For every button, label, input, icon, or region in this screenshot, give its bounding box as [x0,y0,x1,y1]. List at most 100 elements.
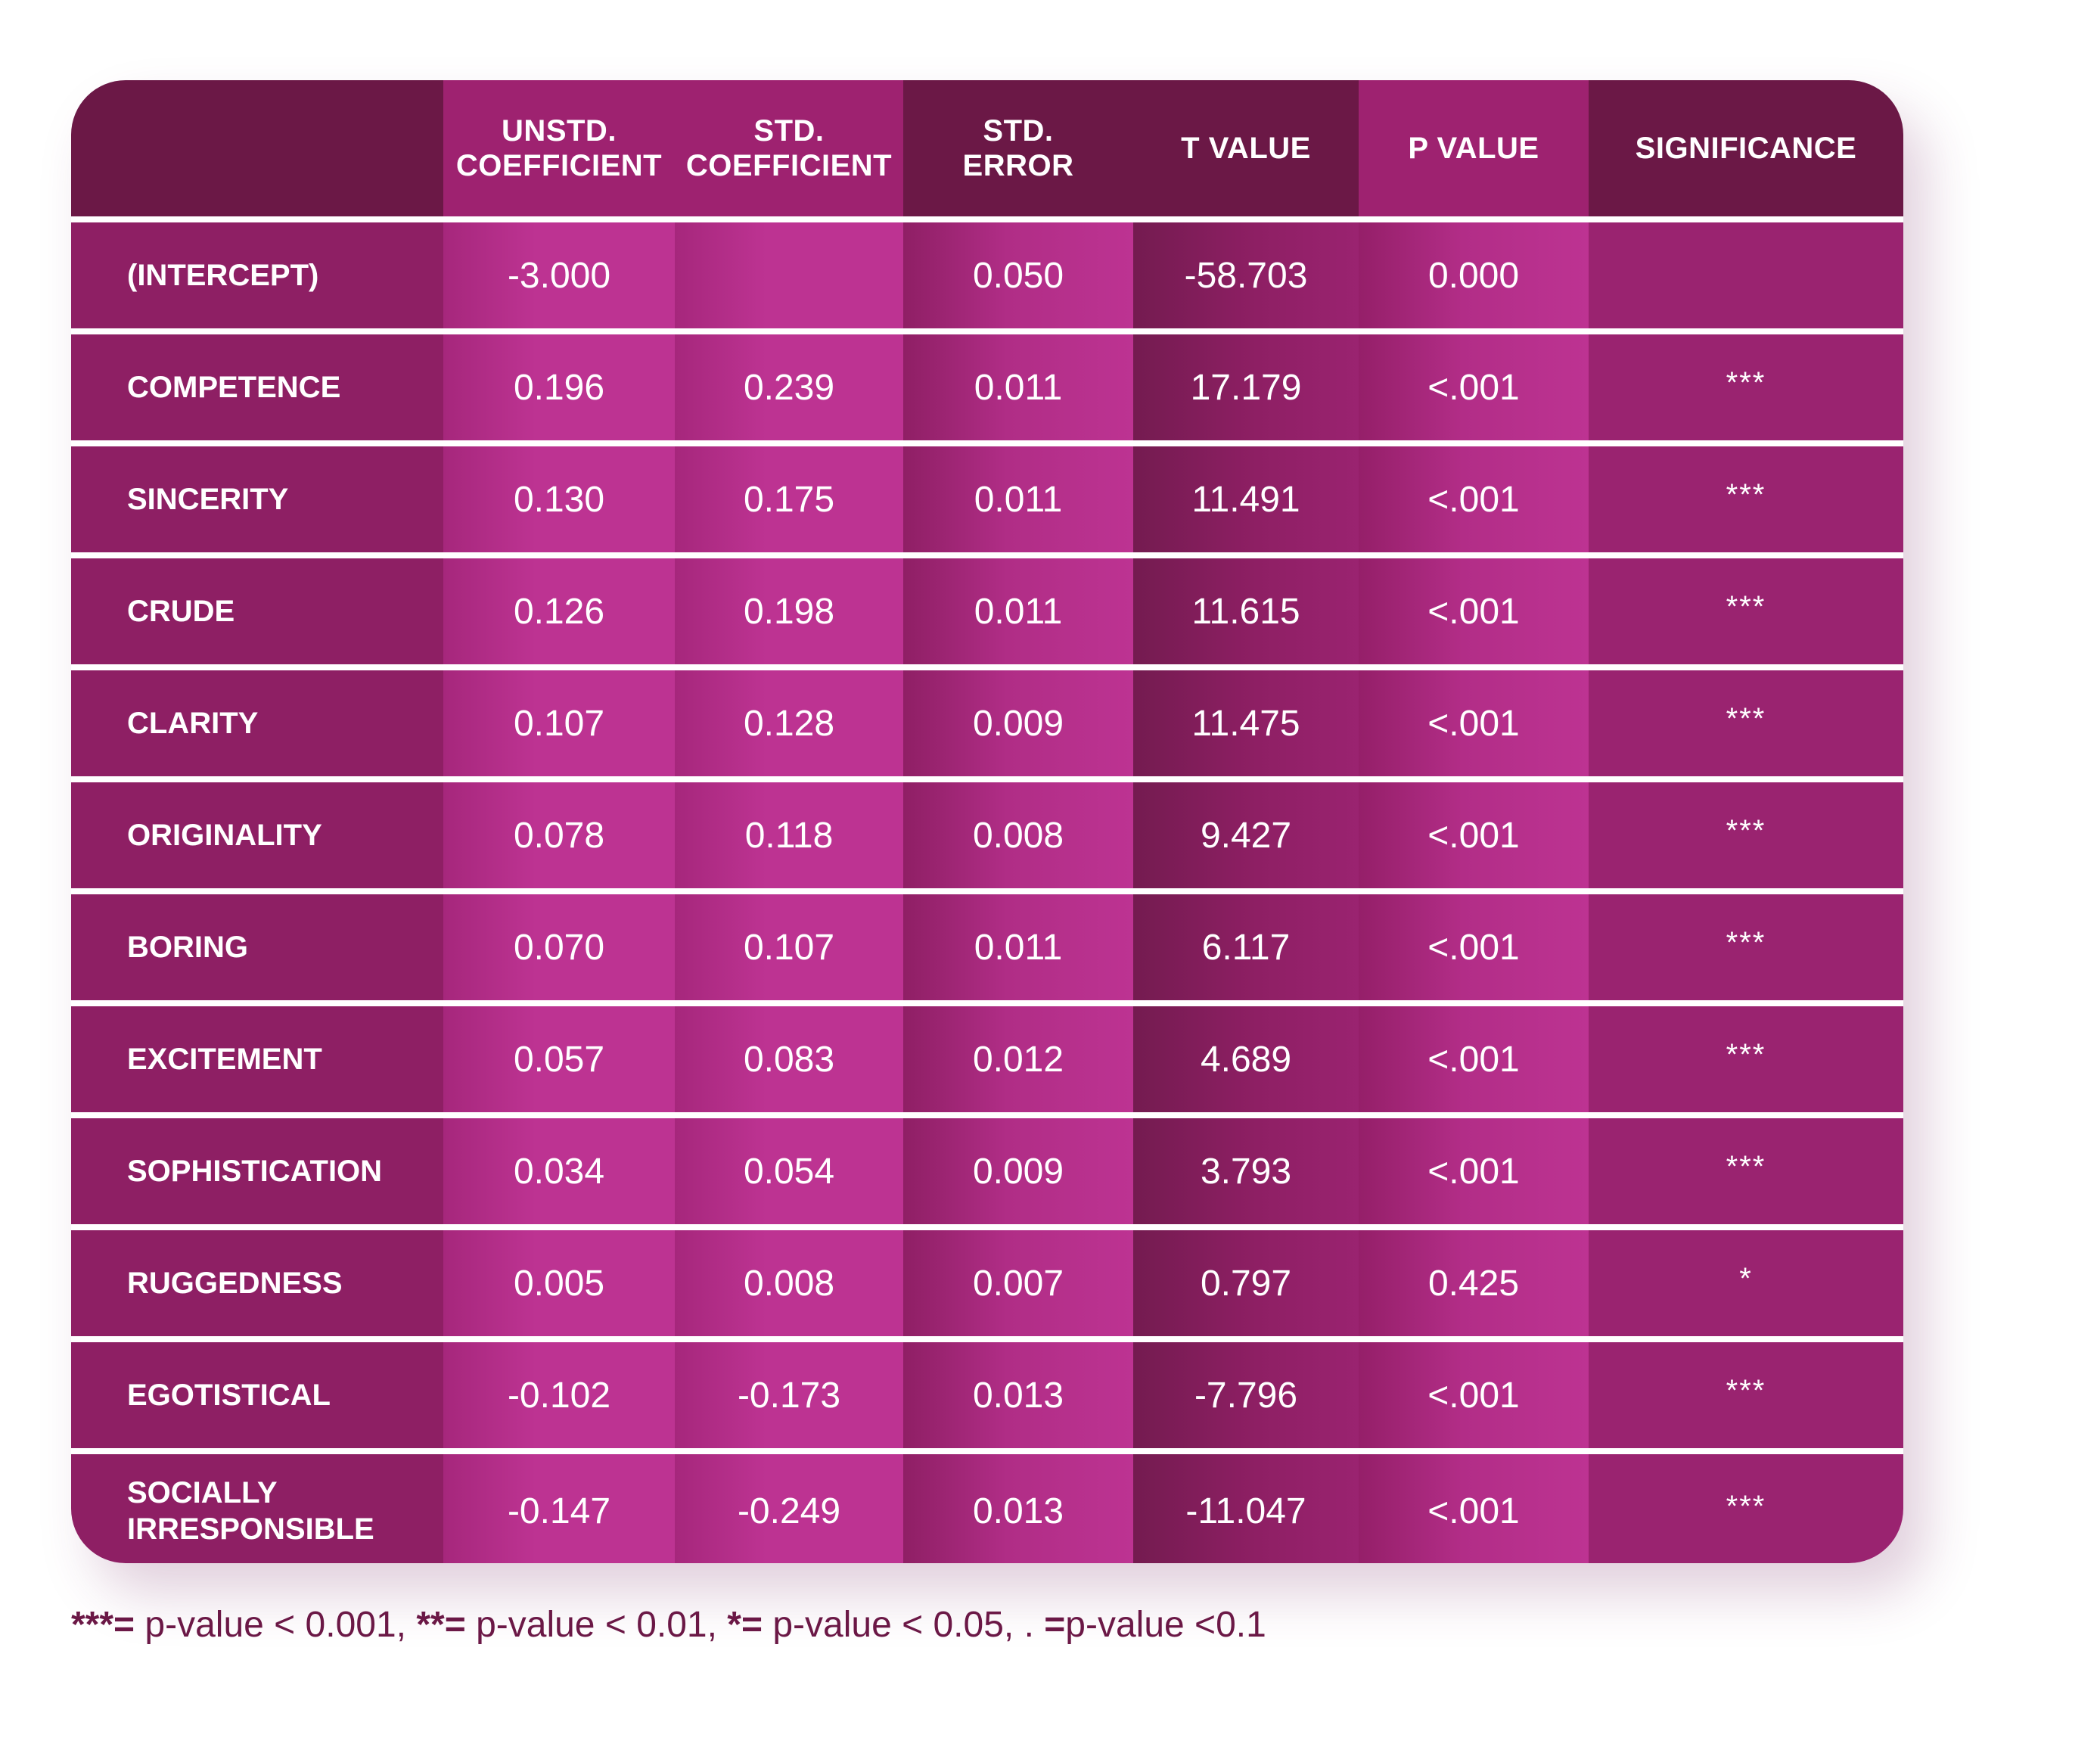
std-error-cell: 0.011 [903,334,1133,440]
p-value-cell: <.001 [1359,558,1589,664]
table-header-row: UNSTD. COEFFICIENT STD. COEFFICIENT STD. ERRO… [71,80,1903,216]
std-coefficient-cell: 0.008 [675,1230,903,1336]
unstd-coefficient-cell: 0.196 [443,334,675,440]
p-value-cell: <.001 [1359,334,1589,440]
std-coefficient-cell: 0.239 [675,334,903,440]
unstd-coefficient-cell: 0.057 [443,1006,675,1112]
std-coefficient-cell: 0.175 [675,446,903,552]
table-row: ORIGINALITY 0.078 0.118 0.008 9.427 <.001 *** [71,782,1903,888]
t-value-cell: 4.689 [1133,1006,1359,1112]
header-std-coefficient: STD. COEFFICIENT [675,80,903,216]
row-label: RUGGEDNESS [71,1230,443,1336]
unstd-coefficient-cell: 0.070 [443,894,675,1000]
row-label: EGOTISTICAL [71,1342,443,1448]
t-value-cell: 11.615 [1133,558,1359,664]
table-row: RUGGEDNESS 0.005 0.008 0.007 0.797 0.425 * [71,1230,1903,1336]
header-row-label [71,80,443,216]
header-significance: SIGNIFICANCE [1589,80,1903,216]
row-label: COMPETENCE [71,334,443,440]
t-value-cell: 3.793 [1133,1118,1359,1224]
std-error-cell: 0.011 [903,558,1133,664]
footnote-symbol: ***= [71,1605,135,1645]
t-value-cell: 9.427 [1133,782,1359,888]
row-label: BORING [71,894,443,1000]
std-error-cell: 0.013 [903,1454,1133,1563]
row-label: CLARITY [71,670,443,776]
unstd-coefficient-cell: 0.126 [443,558,675,664]
row-label: SOCIALLY IRRESPONSIBLE [71,1454,443,1563]
table-body: (INTERCEPT) -3.000 0.050 -58.703 0.000 COMPET… [71,222,1903,1563]
unstd-coefficient-cell: 0.078 [443,782,675,888]
row-label: SINCERITY [71,446,443,552]
footnote-symbol: *= [727,1605,763,1645]
footnote-text: p-value < 0.001, [135,1605,417,1645]
header-std-error: STD. ERROR [903,80,1133,216]
significance-cell: *** [1589,1454,1903,1563]
significance-cell: *** [1589,1118,1903,1224]
p-value-cell: 0.000 [1359,222,1589,328]
std-error-cell: 0.011 [903,894,1133,1000]
header-unstd-coefficient: UNSTD. COEFFICIENT [443,80,675,216]
significance-cell: *** [1589,334,1903,440]
significance-footnote: ***= p-value < 0.001, **= p-value < 0.01… [71,1604,1887,1646]
table-row: EXCITEMENT 0.057 0.083 0.012 4.689 <.001 *** [71,1006,1903,1112]
t-value-cell: -7.796 [1133,1342,1359,1448]
unstd-coefficient-cell: 0.130 [443,446,675,552]
table-row: CRUDE 0.126 0.198 0.011 11.615 <.001 *** [71,558,1903,664]
footnote-text: p-value <0.1 [1065,1605,1266,1645]
footnote-text: p-value < 0.01, [465,1605,728,1645]
row-label: (INTERCEPT) [71,222,443,328]
unstd-coefficient-cell: 0.005 [443,1230,675,1336]
p-value-cell: <.001 [1359,1118,1589,1224]
significance-cell: *** [1589,894,1903,1000]
p-value-cell: <.001 [1359,1454,1589,1563]
table-row: SOCIALLY IRRESPONSIBLE -0.147 -0.249 0.013 -1… [71,1454,1903,1563]
unstd-coefficient-cell: -0.147 [443,1454,675,1563]
t-value-cell: 0.797 [1133,1230,1359,1336]
significance-cell: *** [1589,1342,1903,1448]
std-error-cell: 0.008 [903,782,1133,888]
std-error-cell: 0.011 [903,446,1133,552]
std-error-cell: 0.012 [903,1006,1133,1112]
footnote-text: p-value < 0.05, . [763,1605,1045,1645]
std-coefficient-cell: 0.083 [675,1006,903,1112]
regression-table: UNSTD. COEFFICIENT STD. COEFFICIENT STD. ERRO… [71,80,1903,1563]
table-row: BORING 0.070 0.107 0.011 6.117 <.001 *** [71,894,1903,1000]
std-coefficient-cell: 0.128 [675,670,903,776]
table-row: SINCERITY 0.130 0.175 0.011 11.491 <.001 *** [71,446,1903,552]
std-error-cell: 0.007 [903,1230,1133,1336]
t-value-cell: 11.475 [1133,670,1359,776]
significance-cell: *** [1589,1006,1903,1112]
significance-cell: *** [1589,670,1903,776]
p-value-cell: 0.425 [1359,1230,1589,1336]
significance-cell: *** [1589,782,1903,888]
header-t-value: T VALUE [1133,80,1359,216]
std-error-cell: 0.050 [903,222,1133,328]
header-p-value: P VALUE [1359,80,1589,216]
std-error-cell: 0.009 [903,670,1133,776]
std-coefficient-cell: -0.249 [675,1454,903,1563]
unstd-coefficient-cell: 0.034 [443,1118,675,1224]
p-value-cell: <.001 [1359,446,1589,552]
footnote-symbol: = [1044,1605,1066,1645]
table-row: SOPHISTICATION 0.034 0.054 0.009 3.793 <.001 *… [71,1118,1903,1224]
table-row: (INTERCEPT) -3.000 0.050 -58.703 0.000 [71,222,1903,328]
row-label: SOPHISTICATION [71,1118,443,1224]
t-value-cell: 6.117 [1133,894,1359,1000]
row-label: CRUDE [71,558,443,664]
std-error-cell: 0.009 [903,1118,1133,1224]
t-value-cell: 17.179 [1133,334,1359,440]
t-value-cell: -11.047 [1133,1454,1359,1563]
footnote-symbol: **= [416,1605,466,1645]
p-value-cell: <.001 [1359,1342,1589,1448]
std-coefficient-cell [675,222,903,328]
std-coefficient-cell: -0.173 [675,1342,903,1448]
significance-cell: * [1589,1230,1903,1336]
table-row: CLARITY 0.107 0.128 0.009 11.475 <.001 *** [71,670,1903,776]
std-error-cell: 0.013 [903,1342,1133,1448]
p-value-cell: <.001 [1359,670,1589,776]
unstd-coefficient-cell: -3.000 [443,222,675,328]
table-row: EGOTISTICAL -0.102 -0.173 0.013 -7.796 <.001 *… [71,1342,1903,1448]
table-row: COMPETENCE 0.196 0.239 0.011 17.179 <.001 *** [71,334,1903,440]
significance-cell: *** [1589,558,1903,664]
